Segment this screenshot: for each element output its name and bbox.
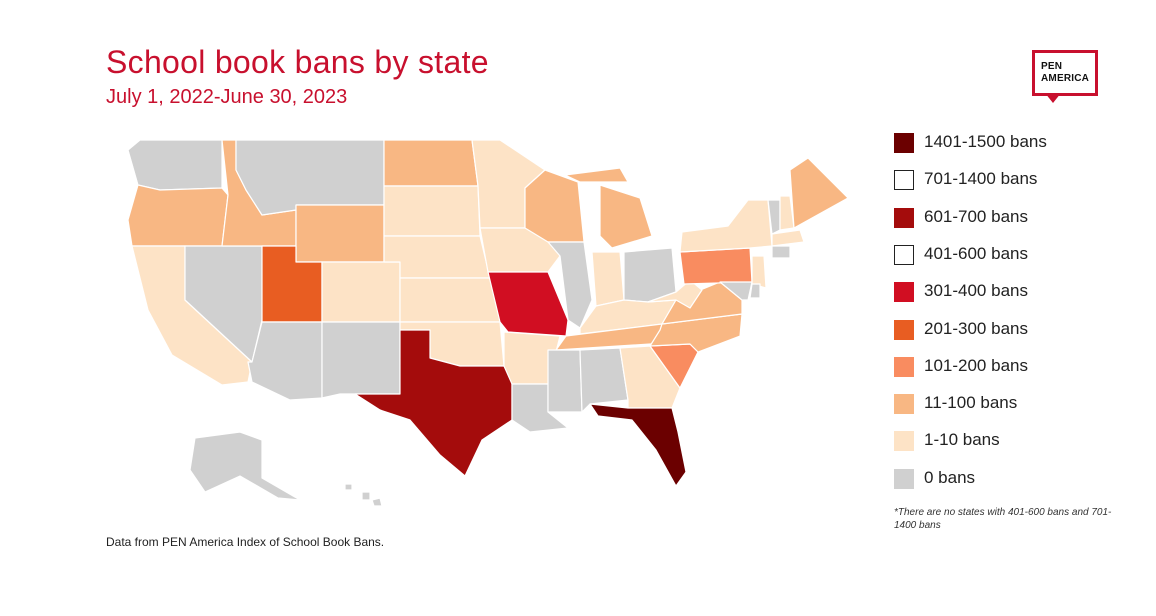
legend-swatch: [894, 356, 914, 377]
state-mi: [564, 167, 653, 249]
state-or: [127, 184, 229, 247]
state-az: [247, 321, 323, 401]
legend-item: 0 bans: [894, 467, 1134, 491]
state-ms: [547, 349, 583, 413]
legend-swatch: [894, 319, 914, 340]
pen-america-logo: PEN AMERICA: [1032, 50, 1098, 103]
state-co: [321, 261, 401, 323]
state-wy: [295, 204, 385, 263]
legend-item: 701-1400 bans: [894, 168, 1134, 192]
legend-label: 11-100 bans: [924, 393, 1018, 413]
state-ma: [771, 229, 805, 247]
legend-label: 1401-1500 bans: [924, 132, 1047, 151]
legend-item: 601-700 bans: [894, 206, 1134, 230]
legend-label: 601-700 bans: [924, 206, 1028, 226]
state-in: [591, 251, 625, 307]
legend-swatch: [894, 468, 914, 489]
state-nm: [321, 321, 401, 399]
state-ct: [771, 245, 791, 259]
map-subtitle: July 1, 2022-June 30, 2023: [106, 86, 348, 108]
legend-swatch: [894, 394, 914, 415]
map-title: School book bans by state: [106, 44, 489, 80]
state-nd: [383, 139, 479, 187]
legend-item: 101-200 bans: [894, 355, 1134, 379]
us-map: [127, 139, 849, 507]
state-hi: [344, 483, 383, 507]
state-md: [719, 281, 753, 301]
state-oh: [623, 247, 677, 303]
state-nc: [649, 313, 743, 353]
legend-swatch: [894, 431, 914, 452]
legend-label: 201-300 bans: [924, 318, 1028, 338]
state-me: [789, 157, 849, 229]
legend-swatch: [894, 207, 914, 228]
source-note: Data from PEN America Index of School Bo…: [106, 535, 385, 549]
logo-text-line2: AMERICA: [1041, 73, 1090, 84]
legend-label: 0 bans: [924, 467, 976, 487]
legend-swatch: [894, 282, 914, 303]
state-wi: [524, 169, 585, 243]
legend-swatch: [894, 170, 914, 191]
legend-label: 701-1400 bans: [924, 169, 1038, 189]
state-pa: [679, 247, 753, 285]
legend-label: 401-600 bans: [924, 243, 1028, 263]
state-tx: [354, 329, 513, 477]
state-ny: [679, 199, 773, 253]
legend-item: 1-10 bans: [894, 429, 1134, 453]
state-wa: [127, 139, 223, 191]
legend-swatch: [894, 133, 914, 153]
state-al: [579, 347, 629, 413]
state-mt: [235, 139, 385, 216]
state-ks: [399, 277, 501, 323]
legend-footnote: *There are no states with 401-600 bans a…: [894, 507, 1112, 531]
legend-label: 301-400 bans: [924, 281, 1028, 301]
state-ne: [383, 235, 491, 279]
legend-item: 1401-1500 bans: [894, 131, 1134, 155]
logo-text-line1: PEN: [1041, 61, 1063, 72]
state-de: [749, 283, 761, 299]
legend-item: 201-300 bans: [894, 318, 1134, 342]
legend-swatch: [894, 244, 914, 265]
state-wv: [647, 279, 703, 309]
legend-item: 301-400 bans: [894, 280, 1134, 304]
legend-item: 11-100 bans: [894, 392, 1134, 416]
legend-label: 101-200 bans: [924, 355, 1028, 375]
state-sd: [383, 185, 481, 237]
legend-item: 401-600 bans: [894, 243, 1134, 267]
state-nj: [751, 255, 767, 289]
legend-label: 1-10 bans: [924, 430, 1000, 450]
state-fl: [589, 403, 687, 487]
state-va: [661, 281, 743, 325]
state-ak: [189, 431, 301, 501]
logo-speech-tail: [1045, 93, 1061, 103]
